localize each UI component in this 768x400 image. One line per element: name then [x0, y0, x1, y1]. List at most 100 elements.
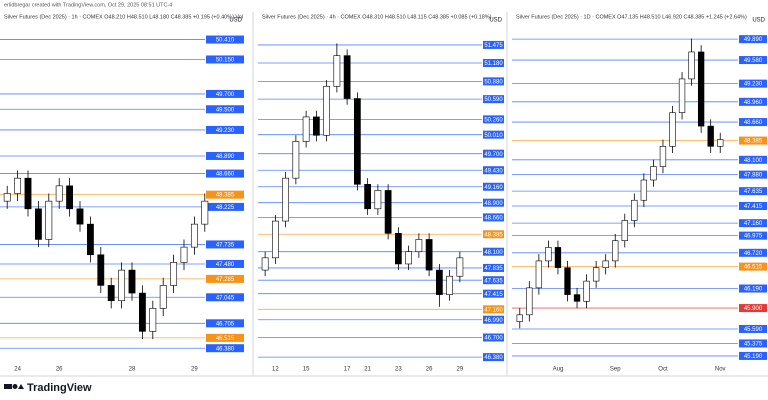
price-label-box [483, 149, 504, 158]
candle-body [128, 269, 136, 294]
y-tick-label: 50.150 [216, 58, 235, 64]
x-tick-label: 12 [272, 367, 279, 373]
y-tick-label: 48.385 [216, 193, 235, 199]
price-label-box [206, 35, 244, 44]
candle-body [621, 220, 628, 241]
y-tick-label: 46.720 [744, 251, 763, 257]
price-label-box [483, 115, 504, 124]
candle-body [180, 246, 188, 263]
price-label-box [483, 289, 504, 298]
y-tick-label: 46.705 [216, 321, 235, 327]
candle-body [374, 190, 382, 210]
price-label-box [483, 58, 504, 67]
price-label-box [483, 213, 504, 222]
candle-body [384, 190, 392, 234]
y-tick-label: 47.635 [484, 278, 503, 284]
candle-body [697, 51, 705, 127]
candle-body [394, 233, 402, 265]
y-tick-label: 50.010 [484, 133, 503, 139]
price-label-box [739, 97, 767, 106]
y-tick-label: 48.660 [216, 172, 235, 178]
candle-body [3, 193, 11, 202]
price-label-box [206, 55, 244, 64]
price-label-box [483, 198, 504, 207]
y-tick-label: 48.100 [484, 250, 503, 256]
y-tick-label: 50.410 [216, 38, 235, 44]
y-tick-label: 47.160 [484, 307, 503, 313]
price-label-box [739, 170, 767, 179]
y-tick-label: 47.880 [744, 173, 763, 179]
y-tick-label: 50.880 [484, 79, 503, 85]
candle-body [66, 185, 74, 210]
candle-body [612, 240, 619, 262]
price-label-box [206, 333, 244, 342]
price-label-box [206, 125, 244, 134]
price-label-box [739, 118, 767, 127]
price-label-box [483, 353, 504, 362]
candle-body [405, 251, 412, 265]
price-label-box [739, 219, 767, 228]
y-tick-label: 47.415 [484, 292, 503, 298]
price-label-box [739, 284, 767, 293]
price-label-box [739, 79, 767, 88]
price-label-box [206, 190, 244, 199]
candle-body [14, 177, 22, 194]
x-tick-label: 29 [457, 367, 464, 373]
y-tick-label: 47.635 [744, 189, 763, 195]
y-tick-label: 47.735 [216, 243, 235, 249]
price-label-box [739, 136, 767, 145]
y-tick-label: 49.160 [484, 185, 503, 191]
y-tick-label: 46.190 [744, 287, 763, 293]
y-tick-label: 47.480 [216, 262, 235, 268]
logo: TradingView [27, 382, 92, 394]
candle-body [435, 269, 443, 295]
price-label-box [483, 95, 504, 104]
candle-body [526, 287, 533, 316]
y-tick-label: 49.890 [744, 37, 763, 43]
candle-body [333, 55, 341, 87]
candle-body [45, 200, 53, 240]
candle-body [446, 275, 453, 295]
price-label-box [739, 351, 767, 360]
price-label-box [206, 89, 244, 98]
y-tick-label: 49.430 [484, 168, 503, 174]
price-label-box [483, 182, 504, 191]
candle-body [34, 208, 42, 240]
price-label-box [206, 344, 244, 353]
price-label-box [739, 187, 767, 196]
price-label-box [206, 259, 244, 268]
logo-icon [4, 384, 24, 389]
candle-body [631, 199, 638, 221]
candle-body [343, 55, 351, 99]
candle-body [170, 262, 178, 286]
candle-body [86, 223, 94, 256]
candle-body [602, 260, 609, 268]
y-tick-label: 48.900 [484, 201, 503, 207]
y-tick-label: 48.225 [216, 205, 235, 211]
y-tick-label: 47.415 [744, 204, 763, 210]
price-label-box [739, 35, 767, 44]
y-tick-label: 48.660 [484, 215, 503, 221]
y-tick-label: 49.500 [216, 107, 235, 113]
candle-body [364, 184, 371, 210]
y-tick-label: 51.475 [484, 43, 503, 49]
y-tick-label: 47.835 [484, 266, 503, 272]
y-tick-label: 45.590 [744, 327, 763, 333]
price-label-box [206, 240, 244, 249]
price-label-box [206, 319, 244, 328]
y-tick-label: 46.700 [484, 336, 503, 342]
y-tick-label: 48.385 [484, 232, 503, 238]
candle-body [190, 223, 198, 248]
price-label-box [739, 231, 767, 240]
candle-body [535, 260, 543, 289]
candle-body [149, 308, 157, 332]
candle-body [707, 125, 714, 147]
x-tick-label: 29 [191, 367, 198, 373]
price-label-box [483, 247, 504, 256]
y-tick-label: 48.890 [216, 154, 235, 160]
candle-body [640, 179, 648, 201]
y-tick-label: 45.375 [744, 342, 763, 348]
